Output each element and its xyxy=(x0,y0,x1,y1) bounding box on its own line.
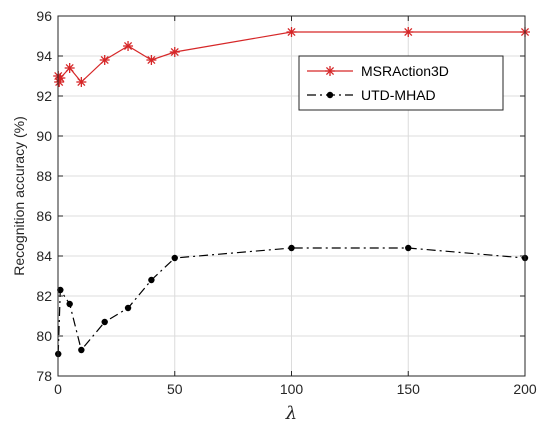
asterisk-marker-stroke xyxy=(325,66,335,76)
dot-marker xyxy=(405,244,412,252)
x-tick-label: 0 xyxy=(54,381,62,397)
series-0 xyxy=(53,27,530,87)
asterisk-marker xyxy=(403,27,414,37)
asterisk-marker xyxy=(64,63,75,73)
x-tick-label: 50 xyxy=(167,381,183,397)
asterisk-marker-stroke xyxy=(147,55,156,65)
asterisk-marker-stroke xyxy=(404,27,413,37)
asterisk-marker-stroke xyxy=(123,41,133,51)
y-tick-label: 86 xyxy=(36,208,52,224)
asterisk-marker xyxy=(99,55,110,65)
dot-marker xyxy=(148,276,155,284)
legend: MSRAction3D UTD-MHAD xyxy=(298,55,504,111)
asterisk-marker-stroke xyxy=(65,63,74,73)
asterisk-marker xyxy=(169,47,180,57)
y-tick-label: 84 xyxy=(36,248,52,264)
legend-entry: MSRAction3D xyxy=(307,63,449,79)
asterisk-marker-stroke xyxy=(77,77,86,87)
asterisk-marker xyxy=(286,27,297,37)
y-tick-label: 96 xyxy=(36,8,52,24)
y-tick-label: 88 xyxy=(36,168,52,184)
dot-marker xyxy=(101,318,108,326)
y-tick-label: 82 xyxy=(36,288,52,304)
axis-ticks: 0 50 100 150 200 78 80 82 84 86 88 90 92 94 96 xyxy=(36,8,536,397)
dot-marker xyxy=(326,91,334,99)
legend-entry: UTD-MHAD xyxy=(307,87,436,103)
legend-box xyxy=(298,55,504,111)
asterisk-marker xyxy=(55,73,66,83)
y-tick-label: 80 xyxy=(36,328,52,344)
series-layer xyxy=(53,27,530,358)
y-tick-label: 94 xyxy=(36,48,52,64)
dot-marker xyxy=(66,300,73,308)
legend-label: MSRAction3D xyxy=(361,63,449,79)
dot-marker xyxy=(57,286,64,294)
y-tick-label: 78 xyxy=(36,368,52,384)
asterisk-marker-stroke xyxy=(287,27,296,37)
x-tick-label: 200 xyxy=(513,381,537,397)
dot-marker xyxy=(78,346,85,354)
asterisk-marker xyxy=(123,41,134,51)
y-axis-label: Recognition accuracy (%) xyxy=(11,116,27,276)
asterisk-marker xyxy=(146,55,157,65)
dot-marker xyxy=(171,254,178,262)
dot-marker xyxy=(288,244,295,252)
y-tick-label: 90 xyxy=(36,128,52,144)
y-tick-label: 92 xyxy=(36,88,52,104)
x-axis-label: λ xyxy=(285,403,297,424)
asterisk-marker xyxy=(76,77,87,87)
asterisk-marker xyxy=(325,66,335,76)
asterisk-marker-stroke xyxy=(100,55,109,65)
dot-marker xyxy=(124,304,132,312)
x-tick-label: 100 xyxy=(280,381,304,397)
legend-label: UTD-MHAD xyxy=(361,87,436,103)
x-tick-label: 150 xyxy=(397,381,421,397)
asterisk-marker-stroke xyxy=(170,47,179,57)
